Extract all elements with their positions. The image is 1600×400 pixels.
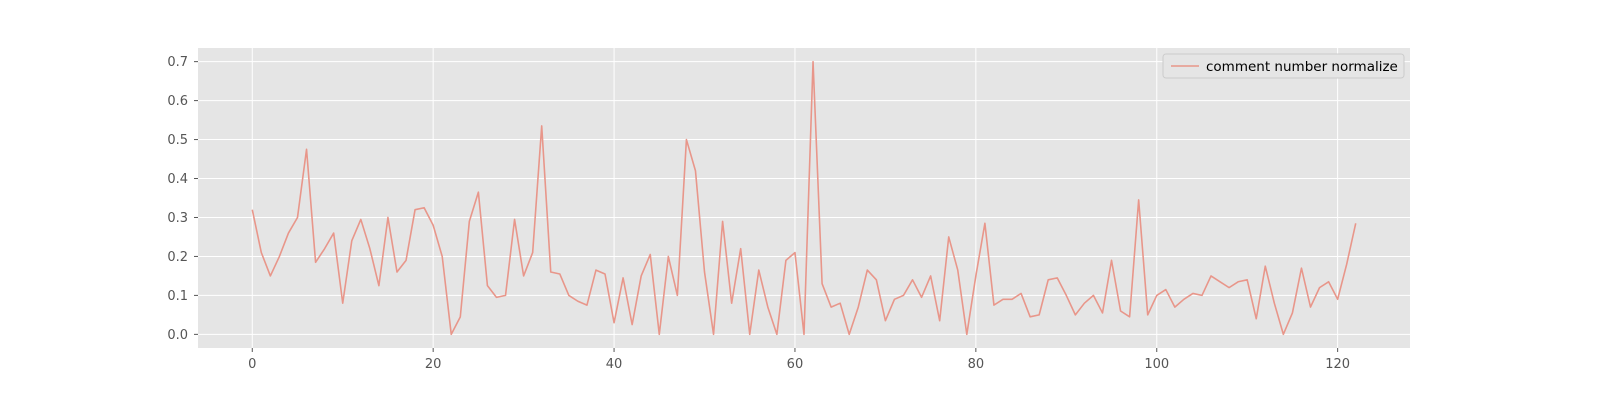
grid-lines: [198, 48, 1410, 348]
series-line: [251, 60, 1357, 336]
axes: 0 20 40 60 80 100 120 0.0 0.1 0.2 0.3 0.4 0.5 0.6 0.7: [167, 55, 1350, 372]
y-tick-label: 0.6: [167, 94, 188, 109]
series-layer: [251, 60, 1357, 336]
x-tick-label: 80: [968, 357, 985, 372]
legend: comment number normalize: [1162, 53, 1405, 79]
plot-area: [198, 48, 1410, 348]
x-tick-label: 40: [606, 357, 623, 372]
y-tick-label: 0.2: [167, 250, 188, 265]
y-tick-label: 0.7: [167, 55, 188, 70]
y-tick-label: 0.3: [167, 211, 188, 226]
y-tick-label: 0.5: [167, 133, 188, 148]
x-tick-label: 20: [425, 357, 442, 372]
legend-box: [1162, 53, 1405, 79]
y-tick-label: 0.0: [167, 328, 188, 343]
x-tick-label: 60: [787, 357, 804, 372]
legend-label: comment number normalize: [1206, 59, 1398, 75]
x-tick-label: 120: [1325, 357, 1350, 372]
x-tick-label: 0: [248, 357, 256, 372]
x-tick-label: 100: [1144, 357, 1169, 372]
y-tick-label: 0.1: [167, 289, 188, 304]
y-tick-label: 0.4: [167, 172, 188, 187]
